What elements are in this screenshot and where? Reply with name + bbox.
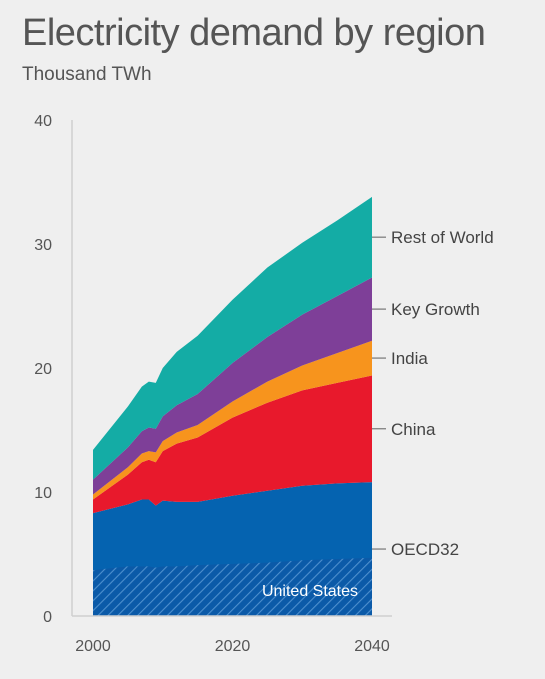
y-tick-label: 20 (34, 361, 52, 378)
legend-label-oecd32: OECD32 (391, 540, 459, 559)
legend-label-key-growth: Key Growth (391, 300, 480, 319)
area-key-growth (93, 277, 372, 495)
y-tick-label: 10 (34, 485, 52, 502)
area-india (93, 340, 372, 500)
area-china (93, 375, 372, 514)
legend-label-rest-of-world: Rest of World (391, 228, 494, 247)
y-tick-label: 30 (34, 237, 52, 254)
area-united-states (93, 557, 372, 616)
area-rest-of-world (93, 196, 372, 480)
legend-label-china: China (391, 420, 436, 439)
label-united-states: United States (262, 583, 358, 600)
series-areas: United States (93, 196, 372, 616)
x-tick-label: 2020 (215, 638, 251, 655)
axes: 0 10 20 30 40 2000 2020 2040 (34, 113, 392, 655)
y-tick-label: 0 (43, 609, 52, 626)
legend: OECD32 China India Key Growth Rest of World (372, 228, 494, 559)
chart-title: Electricity demand by region (22, 12, 486, 54)
x-tick-label: 2000 (75, 638, 111, 655)
chart-subtitle: Thousand TWh (22, 64, 152, 85)
x-tick-label: 2040 (354, 638, 390, 655)
y-tick-label: 40 (34, 113, 52, 130)
legend-label-india: India (391, 349, 428, 368)
